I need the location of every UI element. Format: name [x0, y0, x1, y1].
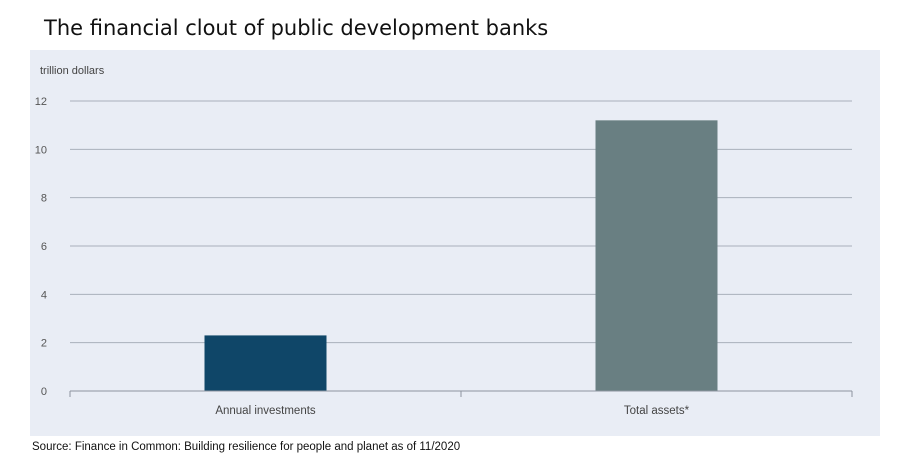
y-tick-label-8: 8 [41, 193, 47, 205]
gridlines: 0 2 4 6 8 10 12 [35, 96, 852, 398]
y-tick-label-4: 4 [41, 289, 47, 301]
y-tick-label-2: 2 [41, 338, 47, 350]
source-note: Source: Finance in Common: Building resi… [32, 441, 461, 453]
chart-title: The financial clout of public developmen… [44, 16, 549, 40]
y-tick-label-0: 0 [41, 386, 47, 398]
x-axis: Annual investments Total assets* [69, 390, 853, 417]
bar-annual-investments [204, 335, 327, 391]
x-tick-label-annual-investments: Annual investments [215, 405, 316, 417]
bar-chart: trillion dollars 0 2 4 6 8 10 12 Annual invest… [35, 65, 853, 417]
y-axis-unit-label: trillion dollars [40, 65, 105, 77]
x-tick-label-total-assets: Total assets* [624, 405, 690, 417]
y-tick-label-6: 6 [41, 241, 47, 253]
chart-panel: trillion dollars 0 2 4 6 8 10 12 Annual invest… [30, 50, 880, 436]
y-tick-label-12: 12 [35, 96, 47, 108]
y-tick-label-10: 10 [35, 144, 47, 156]
bar-total-assets [595, 120, 718, 391]
bars [204, 120, 718, 391]
